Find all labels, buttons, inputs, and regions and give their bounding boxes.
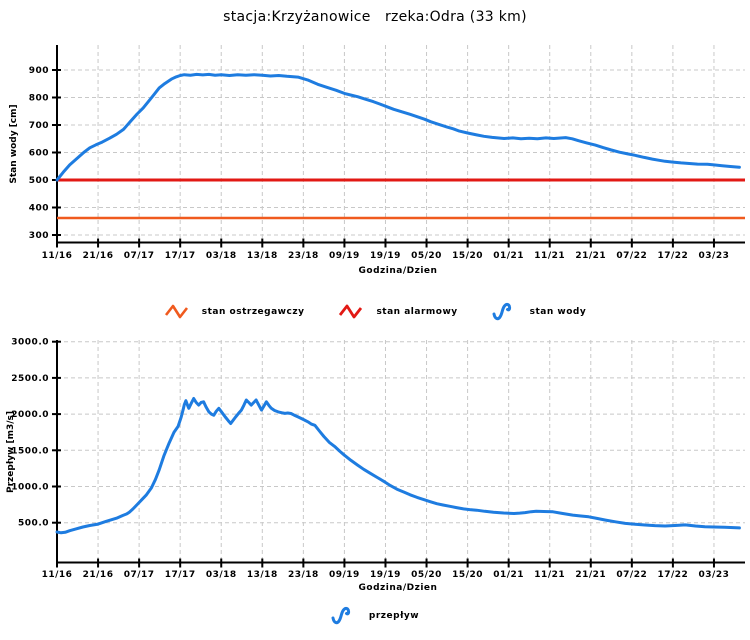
svg-text:11/16: 11/16 [42, 251, 73, 261]
svg-text:11/16: 11/16 [42, 570, 73, 580]
svg-text:07/17: 07/17 [124, 570, 155, 580]
svg-text:15/20: 15/20 [452, 251, 483, 261]
legend-item-stan-wody: stan wody [492, 301, 587, 323]
alarm-zigzag-icon [339, 304, 363, 319]
svg-text:17/17: 17/17 [165, 251, 196, 261]
svg-text:15/20: 15/20 [452, 570, 483, 580]
legend-item-stan-ostrzegawczy: stan ostrzegawczy [164, 302, 305, 322]
water-level-wave-icon [492, 302, 511, 321]
svg-text:03/23: 03/23 [699, 251, 730, 261]
svg-text:07/22: 07/22 [616, 570, 647, 580]
svg-text:2000.0: 2000.0 [11, 410, 49, 420]
legend-label: stan alarmowy [376, 307, 458, 317]
svg-text:07/17: 07/17 [124, 251, 155, 261]
flow-axis-title: Przepływ [m3/s] [6, 411, 16, 493]
legend-label: przepływ [368, 611, 420, 621]
svg-text:03/18: 03/18 [206, 570, 237, 580]
svg-text:07/22: 07/22 [616, 251, 647, 261]
svg-text:900: 900 [29, 66, 49, 76]
svg-text:700: 700 [29, 121, 49, 131]
svg-text:03/18: 03/18 [206, 251, 237, 261]
legend-item-przeplyw: przepływ [331, 604, 419, 628]
svg-text:09/19: 09/19 [329, 570, 360, 580]
svg-text:09/19: 09/19 [329, 251, 360, 261]
legend-bottom: przepływ [0, 604, 750, 628]
svg-text:19/19: 19/19 [370, 570, 401, 580]
legend-top: stan ostrzegawczy stan alarmowy stan wod… [0, 301, 750, 323]
legend-label: stan ostrzegawczy [201, 307, 305, 317]
svg-text:500.0: 500.0 [18, 519, 49, 529]
svg-text:01/21: 01/21 [493, 570, 524, 580]
svg-text:03/23: 03/23 [699, 570, 730, 580]
legend-item-stan-alarmowy: stan alarmowy [338, 302, 457, 322]
svg-text:3000.0: 3000.0 [11, 338, 49, 348]
svg-text:19/19: 19/19 [370, 251, 401, 261]
svg-text:23/18: 23/18 [288, 570, 319, 580]
time-axis-title-top: Godzina/Dzien [358, 266, 438, 276]
svg-text:21/21: 21/21 [575, 570, 606, 580]
page-title: stacja:Krzyżanowice rzeka:Odra (33 km) [223, 9, 527, 25]
svg-text:1000.0: 1000.0 [11, 483, 49, 493]
svg-text:23/18: 23/18 [288, 251, 319, 261]
time-axis-title-bottom: Godzina/Dzien [358, 583, 438, 593]
svg-text:17/22: 17/22 [657, 570, 688, 580]
svg-text:800: 800 [29, 94, 49, 104]
flow-wave-icon [331, 606, 350, 625]
svg-text:2500.0: 2500.0 [11, 374, 49, 384]
warning-zigzag-icon [164, 304, 188, 319]
svg-text:13/18: 13/18 [247, 251, 278, 261]
svg-text:600: 600 [29, 149, 49, 159]
svg-text:400: 400 [29, 204, 49, 214]
svg-text:17/22: 17/22 [657, 251, 688, 261]
water-level-axis-title: Stan wody [cm] [9, 104, 19, 184]
svg-text:21/21: 21/21 [575, 251, 606, 261]
svg-text:1500.0: 1500.0 [11, 446, 49, 456]
svg-text:21/16: 21/16 [83, 570, 114, 580]
svg-text:13/18: 13/18 [247, 570, 278, 580]
svg-text:05/20: 05/20 [411, 251, 442, 261]
svg-text:21/16: 21/16 [83, 251, 114, 261]
svg-text:500: 500 [29, 176, 49, 186]
svg-text:05/20: 05/20 [411, 570, 442, 580]
svg-text:17/17: 17/17 [165, 570, 196, 580]
svg-text:11/21: 11/21 [534, 251, 565, 261]
legend-label: stan wody [529, 307, 587, 317]
svg-text:11/21: 11/21 [534, 570, 565, 580]
svg-text:300: 300 [29, 231, 49, 241]
svg-text:01/21: 01/21 [493, 251, 524, 261]
